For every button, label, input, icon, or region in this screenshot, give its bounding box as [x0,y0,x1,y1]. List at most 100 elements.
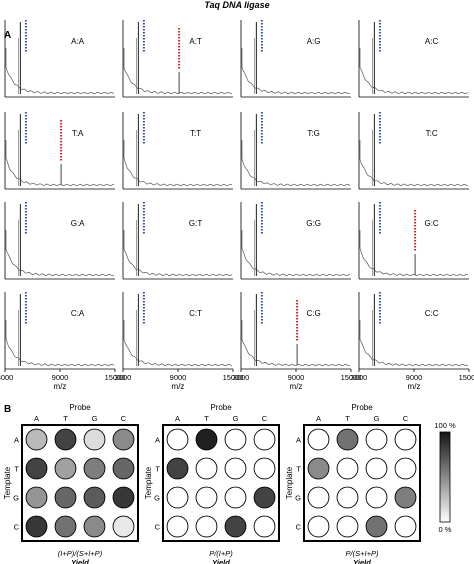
yield-cell [54,457,77,480]
yield-cell [365,457,388,480]
probe-base-label: C [262,414,268,423]
panel-b-label: B [4,404,11,415]
yield-cell [394,515,417,538]
yield-cell [224,428,247,451]
spectrum-C-G: C:G 3000 9000 15000 m/z [233,292,362,391]
yield-label: Yield [353,558,371,564]
pair-label: G:G [306,219,321,228]
x-tick-label: 3000 [233,373,250,382]
spectrum-A-A: A:A [4,20,115,98]
pair-label: A:T [189,37,202,46]
x-tick-label: 15000 [223,373,244,382]
spectrum-trace [123,48,232,95]
spectrum-trace [359,320,469,367]
probe-base-label: G [233,414,239,423]
probe-base-label: T [345,414,350,423]
yield-cell [25,457,48,480]
spectrum-trace [123,320,233,367]
figure-title: Taq DNA ligase [204,0,269,10]
yield-label: Yield [212,558,230,564]
yield-formula: P/(I+P) [209,549,233,558]
spectrum-trace [359,140,469,187]
probe-base-label: T [204,414,209,423]
template-base-label: C [155,523,161,532]
yield-cell [166,515,189,538]
spectrum-trace [241,320,351,367]
yield-cell [25,486,48,509]
spectrum-trace [5,48,115,95]
spectrum-G-A: G:A [4,202,115,280]
spectrum-trace [5,230,115,277]
spectrum-T-A: T:A [4,112,115,190]
spectrum-trace [5,320,115,367]
yield-cell [394,428,417,451]
yield-cell [336,428,359,451]
template-label: Template [285,466,294,499]
yield-cell [195,428,218,451]
yield-cell [253,428,276,451]
pair-label: T:T [190,129,201,138]
pair-label: A:C [425,37,439,46]
spectrum-G-T: G:T [122,202,233,280]
template-base-label: T [296,465,301,474]
template-label: Template [3,466,12,499]
yield-cell [307,428,330,451]
spectrum-C-A: C:A 3000 9000 15000 m/z [0,292,125,391]
yield-cell [253,515,276,538]
yield-cell [253,486,276,509]
yield-cell [166,428,189,451]
yield-cell [307,457,330,480]
probe-label: Probe [69,403,91,412]
x-tick-label: 9000 [406,373,423,382]
spectrum-T-T: T:T [122,112,233,190]
yield-cell [224,486,247,509]
yield-cell [195,515,218,538]
yield-cell [365,428,388,451]
yield-grid-1: ProbeTemplateAATTGGCC(I+P)/(S+I+P)Yieldf… [3,403,139,564]
yield-formula: P/(S+I+P) [346,549,379,558]
template-label: Template [144,466,153,499]
yield-cell [365,515,388,538]
probe-base-label: A [316,414,321,423]
yield-cell [83,457,106,480]
probe-base-label: T [63,414,68,423]
spectrum-trace [359,48,469,95]
spectrum-trace [359,230,469,277]
x-tick-label: 9000 [170,373,187,382]
yield-cell [83,515,106,538]
template-base-label: G [154,494,160,503]
spectrum-trace [241,230,351,277]
yield-cell [365,486,388,509]
yield-cell [166,457,189,480]
yield-cell [224,457,247,480]
yield-cell [336,515,359,538]
yield-cell [54,515,77,538]
colorbar: 100 % 0 % [434,421,456,534]
pair-label: C:C [425,309,439,318]
panel-a-label: A [4,30,11,41]
yield-cell [394,457,417,480]
x-tick-label: 3000 [0,373,13,382]
yield-cell [307,515,330,538]
pair-label: C:A [71,309,85,318]
spectrum-C-T: C:T 3000 9000 15000 m/z [115,292,244,391]
template-base-label: A [155,436,160,445]
panel-b: ProbeTemplateAATTGGCC(I+P)/(S+I+P)Yieldf… [3,403,456,564]
pair-label: G:C [424,219,438,228]
probe-label: Probe [351,403,373,412]
template-base-label: G [13,494,19,503]
template-base-label: G [295,494,301,503]
pair-label: G:T [189,219,202,228]
yield-cell [195,457,218,480]
pair-label: T:C [426,129,438,138]
yield-cell [195,486,218,509]
x-tick-label: 15000 [341,373,362,382]
x-axis-label: m/z [172,382,185,391]
spectrum-A-T: A:T [122,20,233,98]
spectrum-C-C: C:C 3000 9000 15000 m/z [351,292,474,391]
x-tick-label: 3000 [115,373,132,382]
colorbar-max-label: 100 % [434,421,456,430]
yield-cell [83,428,106,451]
